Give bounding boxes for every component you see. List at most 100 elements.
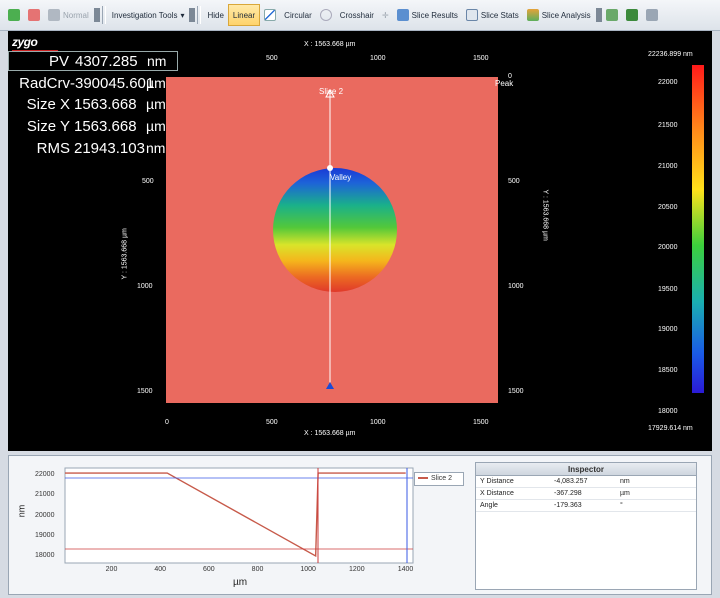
stat-row-size-y: Size Y 1563.668 µm: [8, 117, 178, 137]
inspector-name: Angle: [480, 502, 498, 509]
inspector-value: -4,083.257: [554, 478, 588, 485]
stat-value: -390045.601: [70, 75, 155, 92]
circular-tool-button[interactable]: [316, 4, 336, 26]
crosshair-tool-button[interactable]: ✛: [378, 4, 393, 26]
investigation-dropdown-icon[interactable]: [189, 8, 196, 22]
circular-button[interactable]: Circular: [280, 4, 316, 26]
slice-analysis-label: Slice Analysis: [541, 10, 591, 20]
x-tick-label-top: 1000: [370, 55, 386, 62]
palette-button[interactable]: [24, 4, 44, 26]
colorbar: [692, 65, 704, 393]
normal-icon: [48, 9, 60, 21]
colorbar-tick: 18000: [658, 408, 678, 415]
profile-y-tick: 22000: [35, 471, 55, 479]
crosshair-button[interactable]: Crosshair: [336, 4, 378, 26]
y-tick-label-left: 1500: [137, 388, 153, 395]
slice-results-icon: [396, 9, 409, 21]
peak-label: Peak: [495, 79, 514, 88]
stat-unit: µm: [146, 96, 166, 112]
profile-x-tick: 600: [203, 566, 215, 573]
profile-y-tick: 21000: [35, 491, 55, 499]
slice-results-label: Slice Results: [411, 10, 458, 20]
stat-value: 1563.668: [74, 96, 137, 113]
inspector-value: -179.363: [554, 502, 582, 509]
slice-stats-label: Slice Stats: [480, 10, 519, 20]
profile-x-tick: 1400: [397, 566, 414, 573]
profile-x-tick: 200: [105, 566, 118, 573]
profile-x-tick: 400: [154, 566, 167, 573]
slice-end-marker[interactable]: [326, 382, 334, 389]
profile-xlabel: µm: [233, 577, 248, 588]
colorbar-gradient: [692, 65, 704, 393]
colorbar-tick: 20500: [658, 204, 678, 211]
slice-analysis-icon: [526, 9, 539, 21]
toolbar-separator: [101, 6, 106, 24]
circular-label: Circular: [284, 10, 312, 20]
inspector-panel: Inspector Y Distance -4,083.257 nm X Dis…: [475, 462, 697, 590]
y-axis-title-left: Y : 1563.668 µm: [121, 228, 129, 280]
normal-button[interactable]: Normal: [44, 4, 93, 26]
inspector-row: Angle -179.363 °: [476, 500, 696, 512]
hide-label: Hide: [207, 10, 224, 20]
stat-unit: nm: [147, 53, 167, 69]
investigation-tools-button[interactable]: Investigation Tools ▾: [108, 4, 189, 26]
profile-y-tick: 18000: [35, 551, 55, 559]
compare-button[interactable]: [622, 4, 642, 26]
stat-unit: nm: [146, 140, 166, 156]
circle-tool-icon: [319, 9, 332, 21]
linear-button[interactable]: Linear: [227, 4, 261, 26]
palette-icon: [28, 9, 40, 21]
y-tick-label-left: 500: [142, 178, 154, 185]
linear-label: Linear: [232, 10, 256, 20]
legend-swatch: [418, 477, 428, 480]
toolbar-separator: [197, 6, 202, 24]
slice-start-marker[interactable]: [325, 88, 335, 98]
print-button[interactable]: [642, 4, 662, 26]
investigation-tools-label: Investigation Tools: [111, 10, 178, 20]
y-tick-label-right: 1000: [508, 283, 524, 290]
x-tick-label-top: 1500: [473, 55, 489, 62]
slice-analysis-dropdown-icon[interactable]: [595, 8, 602, 22]
colorbar-tick: 19000: [658, 326, 678, 333]
inspector-name: X Distance: [480, 490, 514, 497]
inspector-title: Inspector: [476, 463, 696, 476]
toolbar: Normal Investigation Tools ▾ Hide Linear …: [0, 0, 720, 31]
slice-results-button[interactable]: Slice Results: [393, 4, 462, 26]
profile-plot: [64, 467, 414, 564]
slice-analysis-button[interactable]: Slice Analysis: [523, 4, 595, 26]
stat-label: RMS: [36, 140, 70, 157]
crosshair-icon: ✛: [381, 10, 389, 20]
surface-map-panel: zygo PV 4307.285 nm RadCrv -390045.601 µ…: [8, 31, 712, 451]
grid-view-button[interactable]: [4, 4, 24, 26]
zygo-logo: zygo: [12, 35, 38, 49]
slice-stats-button[interactable]: Slice Stats: [462, 4, 523, 26]
chart-button[interactable]: [602, 4, 622, 26]
colorbar-tick: 21500: [658, 122, 678, 129]
printer-icon: [645, 9, 658, 21]
grid-icon: [8, 9, 20, 21]
inspector-unit: nm: [620, 478, 630, 485]
measured-disk: [273, 168, 397, 292]
profile-plot-area: [64, 467, 414, 564]
normal-dropdown-icon[interactable]: [93, 8, 100, 22]
slice-label: Slice 2: [319, 87, 344, 96]
profile-ylabel: nm: [16, 504, 27, 518]
stat-unit: µm: [146, 75, 166, 91]
x-tick-label-bottom: 500: [266, 419, 278, 426]
chevron-down-icon: ▾: [180, 10, 185, 20]
x-tick-label-bottom: 0: [165, 419, 169, 426]
profile-line: [65, 472, 406, 558]
inspector-row: X Distance -367.298 µm: [476, 488, 696, 500]
colorbar-tick: 20000: [658, 244, 678, 251]
hide-button[interactable]: Hide: [203, 4, 227, 26]
x-tick-label-top: 500: [266, 55, 278, 62]
colorbar-tick: 21000: [658, 163, 678, 170]
valley-marker: [327, 165, 333, 171]
y-tick-label-right: 500: [508, 178, 520, 185]
stat-label: Size Y: [26, 118, 70, 135]
linear-slice-tool-button[interactable]: [260, 4, 280, 26]
valley-label: Valley: [330, 173, 352, 182]
x-axis-title-bottom: X : 1563.668 µm: [304, 430, 356, 437]
profile-y-tick: 19000: [35, 531, 55, 539]
y-axis-title-right: Y : 1563.668 µm: [541, 189, 549, 241]
